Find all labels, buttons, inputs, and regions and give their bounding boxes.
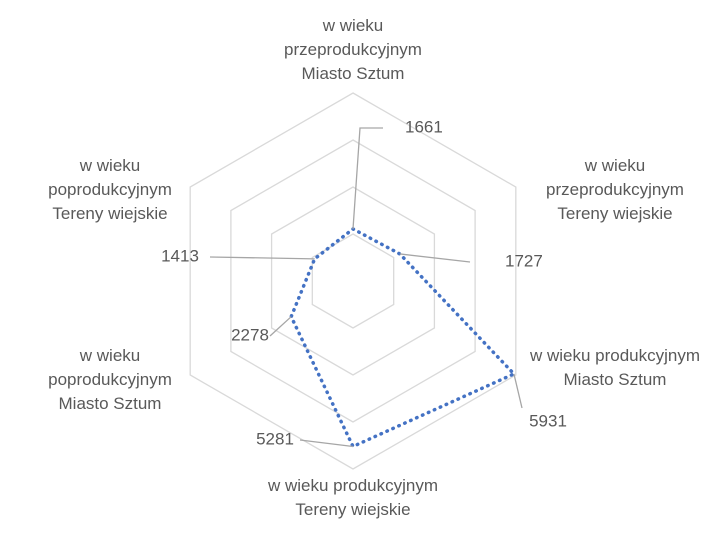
grid-ring	[270, 186, 436, 376]
leader-line	[269, 316, 292, 337]
category-label: w wieku produkcyjnym Miasto Sztum	[529, 346, 701, 389]
grid-ring	[311, 233, 395, 329]
data-label: 5931	[529, 411, 567, 430]
data-label: 1413	[161, 246, 199, 265]
grid-ring	[189, 92, 517, 470]
series-line	[289, 226, 517, 449]
category-label: w wieku poprodukcyjnym Miasto Sztum	[48, 346, 172, 413]
category-label: w wieku poprodukcyjnym Tereny wiejskie	[48, 156, 172, 223]
grid-ring	[230, 139, 476, 423]
data-label: 5281	[256, 429, 294, 448]
category-label: w wieku produkcyjnym Tereny wiejskie	[267, 476, 439, 519]
leader-line	[299, 439, 354, 448]
data-label: 1727	[505, 251, 543, 270]
data-label: 1661	[405, 117, 443, 136]
category-label: w wieku przeprodukcyjnym Miasto Sztum	[284, 16, 422, 83]
leader-line	[513, 373, 523, 409]
leader-line	[209, 256, 315, 260]
data-label: 2278	[231, 325, 269, 344]
leader-line	[399, 253, 471, 263]
category-label: w wieku przeprodukcyjnym Tereny wiejskie	[546, 156, 684, 223]
leader-line	[352, 127, 383, 230]
